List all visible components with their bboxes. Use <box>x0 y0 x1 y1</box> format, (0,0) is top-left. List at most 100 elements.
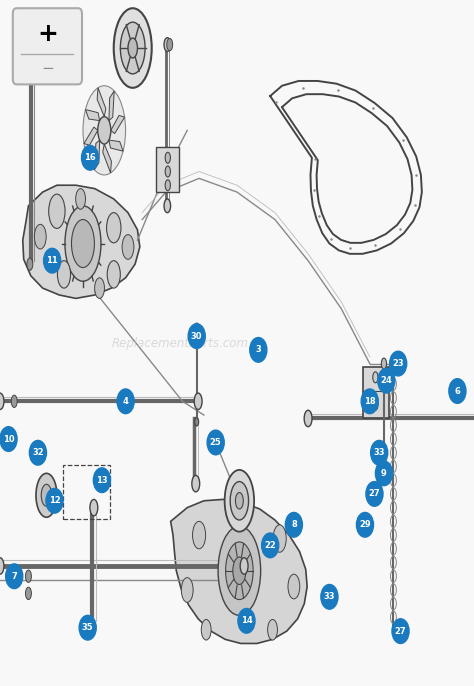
Ellipse shape <box>371 440 388 465</box>
Ellipse shape <box>35 224 46 249</box>
Ellipse shape <box>57 261 71 288</box>
Ellipse shape <box>29 440 46 465</box>
Text: 22: 22 <box>264 541 276 550</box>
Ellipse shape <box>207 430 224 455</box>
Text: 33: 33 <box>324 592 335 602</box>
Text: 3: 3 <box>255 345 261 355</box>
Ellipse shape <box>194 393 202 410</box>
Ellipse shape <box>392 619 409 643</box>
Text: 18: 18 <box>364 397 375 406</box>
Text: 6: 6 <box>455 386 460 396</box>
Ellipse shape <box>107 213 121 243</box>
Ellipse shape <box>356 512 374 537</box>
Ellipse shape <box>44 248 61 273</box>
Ellipse shape <box>273 525 286 552</box>
Ellipse shape <box>164 38 171 51</box>
Text: ReplacementParts.com: ReplacementParts.com <box>111 337 249 349</box>
Ellipse shape <box>98 117 111 144</box>
Ellipse shape <box>390 351 407 376</box>
Ellipse shape <box>182 578 193 602</box>
Ellipse shape <box>192 475 200 492</box>
Polygon shape <box>103 144 111 173</box>
Ellipse shape <box>90 499 98 516</box>
Ellipse shape <box>0 393 4 410</box>
Ellipse shape <box>49 194 65 228</box>
Text: 8: 8 <box>291 520 297 530</box>
Text: 12: 12 <box>49 496 60 506</box>
FancyBboxPatch shape <box>363 367 389 418</box>
Ellipse shape <box>218 526 261 615</box>
Ellipse shape <box>201 619 211 640</box>
Ellipse shape <box>167 38 173 51</box>
Text: 27: 27 <box>369 489 380 499</box>
Ellipse shape <box>304 410 312 427</box>
Ellipse shape <box>46 488 63 513</box>
Ellipse shape <box>321 584 338 609</box>
Polygon shape <box>85 110 100 121</box>
Ellipse shape <box>83 86 126 175</box>
Ellipse shape <box>36 473 57 517</box>
Ellipse shape <box>378 368 395 393</box>
Ellipse shape <box>366 482 383 506</box>
Ellipse shape <box>0 427 17 451</box>
Polygon shape <box>97 88 106 117</box>
Ellipse shape <box>26 587 31 600</box>
Text: 14: 14 <box>241 616 252 626</box>
Ellipse shape <box>79 615 96 640</box>
Ellipse shape <box>128 38 137 58</box>
Text: 9: 9 <box>381 469 387 478</box>
Ellipse shape <box>41 484 52 506</box>
Ellipse shape <box>82 145 99 170</box>
Ellipse shape <box>188 324 205 348</box>
Ellipse shape <box>6 564 23 589</box>
Text: 16: 16 <box>84 153 96 163</box>
Ellipse shape <box>65 206 101 281</box>
Ellipse shape <box>76 189 85 209</box>
Polygon shape <box>94 140 100 169</box>
Text: 30: 30 <box>191 331 202 341</box>
Ellipse shape <box>236 493 243 509</box>
Ellipse shape <box>95 278 104 298</box>
Ellipse shape <box>226 542 253 600</box>
FancyBboxPatch shape <box>13 8 82 84</box>
Ellipse shape <box>195 418 199 426</box>
Polygon shape <box>23 185 140 298</box>
Text: 29: 29 <box>359 520 371 530</box>
Ellipse shape <box>373 372 378 383</box>
Ellipse shape <box>288 574 300 599</box>
Text: 7: 7 <box>11 571 17 581</box>
Text: +: + <box>37 23 58 46</box>
Ellipse shape <box>375 461 392 486</box>
Polygon shape <box>111 115 125 134</box>
Ellipse shape <box>122 235 134 259</box>
Ellipse shape <box>93 468 110 493</box>
Ellipse shape <box>449 379 466 403</box>
Text: 35: 35 <box>82 623 93 632</box>
Ellipse shape <box>0 558 4 574</box>
Ellipse shape <box>72 220 94 268</box>
Text: 25: 25 <box>210 438 221 447</box>
Ellipse shape <box>262 533 279 558</box>
Ellipse shape <box>230 482 248 520</box>
Ellipse shape <box>164 199 171 213</box>
Polygon shape <box>171 499 307 643</box>
Ellipse shape <box>381 447 387 458</box>
Ellipse shape <box>194 323 200 335</box>
Ellipse shape <box>250 338 267 362</box>
FancyBboxPatch shape <box>156 147 179 192</box>
Ellipse shape <box>240 558 248 574</box>
Text: 4: 4 <box>123 397 128 406</box>
Ellipse shape <box>27 42 33 54</box>
Ellipse shape <box>120 22 145 74</box>
Text: 33: 33 <box>374 448 385 458</box>
Text: 23: 23 <box>392 359 404 368</box>
Ellipse shape <box>165 152 171 163</box>
Ellipse shape <box>233 557 246 584</box>
Ellipse shape <box>11 395 17 407</box>
Ellipse shape <box>268 619 277 640</box>
Ellipse shape <box>165 180 171 191</box>
Ellipse shape <box>381 358 387 369</box>
Ellipse shape <box>192 521 206 549</box>
Text: 32: 32 <box>32 448 44 458</box>
Ellipse shape <box>117 389 134 414</box>
